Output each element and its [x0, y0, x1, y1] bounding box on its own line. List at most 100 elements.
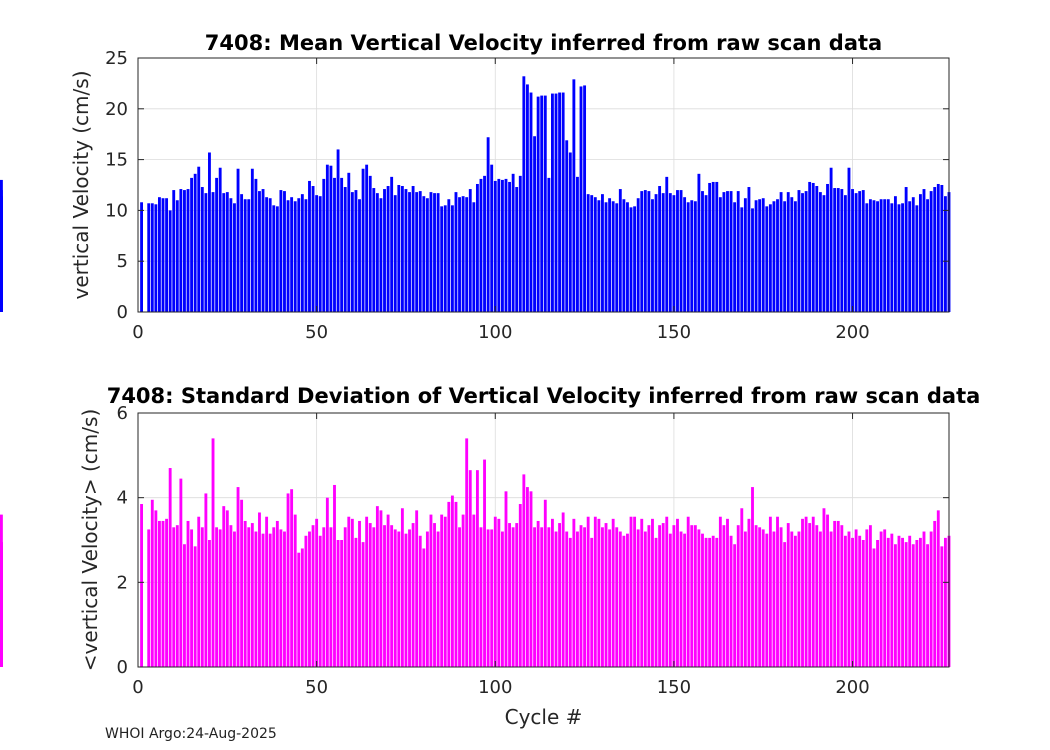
- bar-cycle-13[interactable]: [183, 190, 186, 312]
- bar-cycle-138[interactable]: [629, 207, 633, 312]
- bar-cycle-57[interactable]: [340, 540, 344, 667]
- bar-cycle-46[interactable]: [300, 194, 304, 312]
- bar-cycle-55[interactable]: [333, 484, 336, 667]
- bar-cycle-1[interactable]: [140, 202, 143, 312]
- bar-cycle-58[interactable]: [343, 187, 347, 312]
- bar-cycle-218[interactable]: [915, 205, 919, 312]
- bar-cycle-7[interactable]: [161, 520, 165, 667]
- bar-cycle-28[interactable]: [236, 487, 240, 667]
- bar-cycle-149[interactable]: [668, 193, 672, 312]
- bar-cycle-127[interactable]: [590, 195, 594, 312]
- bar-cycle-49[interactable]: [311, 525, 315, 667]
- bar-cycle-15[interactable]: [190, 177, 194, 312]
- bar-cycle-26[interactable]: [229, 525, 233, 667]
- bar-cycle-216[interactable]: [908, 201, 912, 312]
- bar-cycle-197[interactable]: [840, 525, 844, 667]
- bar-cycle-11[interactable]: [175, 200, 179, 312]
- bar-cycle-106[interactable]: [515, 187, 519, 312]
- bar-cycle-69[interactable]: [383, 525, 386, 667]
- bar-cycle-144[interactable]: [651, 518, 654, 667]
- bar-cycle-131[interactable]: [604, 523, 608, 667]
- bar-cycle-188[interactable]: [808, 181, 812, 312]
- bar-cycle-61[interactable]: [354, 537, 358, 667]
- bar-cycle-78[interactable]: [415, 192, 419, 312]
- bar-cycle-162[interactable]: [715, 537, 719, 667]
- bar-cycle-16[interactable]: [193, 546, 197, 667]
- bar-cycle-185[interactable]: [797, 190, 801, 312]
- bar-cycle-220[interactable]: [922, 189, 926, 312]
- bar-cycle-222[interactable]: [929, 531, 933, 667]
- bar-cycle-60[interactable]: [350, 192, 354, 312]
- bar-cycle-164[interactable]: [722, 192, 726, 312]
- bar-cycle-13[interactable]: [183, 544, 186, 667]
- bar-cycle-121[interactable]: [568, 152, 572, 312]
- bar-cycle-207[interactable]: [876, 201, 879, 312]
- bar-cycle-184[interactable]: [793, 535, 797, 667]
- bar-cycle-111[interactable]: [533, 136, 536, 312]
- bar-cycle-152[interactable]: [679, 531, 683, 667]
- bar-cycle-131[interactable]: [604, 202, 608, 312]
- bar-cycle-169[interactable]: [740, 207, 744, 312]
- bar-cycle-40[interactable]: [279, 529, 283, 667]
- bar-cycle-142[interactable]: [643, 531, 647, 667]
- bar-cycle-54[interactable]: [329, 165, 333, 312]
- bar-cycle-133[interactable]: [611, 201, 615, 312]
- bar-cycle-82[interactable]: [429, 192, 433, 312]
- bar-cycle-148[interactable]: [665, 516, 669, 667]
- bar-cycle-27[interactable]: [233, 531, 236, 667]
- bar-cycle-195[interactable]: [833, 188, 837, 312]
- bar-cycle-213[interactable]: [897, 535, 901, 667]
- bar-cycle-71[interactable]: [390, 525, 394, 667]
- bar-cycle-89[interactable]: [454, 501, 458, 667]
- bar-cycle-145[interactable]: [654, 537, 658, 667]
- bar-cycle-18[interactable]: [200, 527, 204, 667]
- bar-cycle-92[interactable]: [465, 438, 469, 667]
- bar-cycle-9[interactable]: [168, 468, 172, 667]
- bar-cycle-22[interactable]: [215, 177, 219, 312]
- bar-cycle-32[interactable]: [250, 523, 254, 667]
- bar-cycle-189[interactable]: [811, 182, 815, 312]
- bar-cycle-83[interactable]: [433, 193, 436, 312]
- bar-cycle-196[interactable]: [836, 188, 840, 312]
- bar-cycle-177[interactable]: [768, 204, 772, 312]
- bar-cycle-25[interactable]: [225, 510, 229, 667]
- bar-cycle-26[interactable]: [229, 198, 233, 312]
- bar-cycle-35[interactable]: [261, 533, 265, 667]
- bar-cycle-180[interactable]: [779, 527, 783, 667]
- bar-cycle-191[interactable]: [818, 531, 822, 667]
- bar-cycle-225[interactable]: [940, 546, 944, 667]
- bar-cycle-210[interactable]: [886, 537, 890, 667]
- bar-cycle-223[interactable]: [933, 520, 937, 667]
- bar-cycle-103[interactable]: [504, 178, 508, 312]
- bar-cycle-221[interactable]: [926, 199, 929, 312]
- bar-cycle-64[interactable]: [365, 164, 369, 312]
- bar-cycle-99[interactable]: [490, 164, 494, 312]
- bar-cycle-222[interactable]: [929, 191, 933, 312]
- bar-cycle-109[interactable]: [525, 84, 529, 312]
- bar-cycle-91[interactable]: [461, 514, 465, 667]
- bar-cycle-162[interactable]: [715, 181, 719, 312]
- bar-cycle-107[interactable]: [518, 504, 522, 667]
- bar-cycle-200[interactable]: [851, 189, 854, 312]
- bar-cycle-16[interactable]: [193, 173, 197, 312]
- bar-cycle-193[interactable]: [826, 183, 829, 312]
- bar-cycle-181[interactable]: [783, 201, 787, 312]
- bar-cycle-166[interactable]: [729, 191, 733, 312]
- bar-cycle-209[interactable]: [883, 529, 887, 667]
- bar-cycle-182[interactable]: [786, 192, 790, 312]
- bar-cycle-151[interactable]: [676, 190, 679, 312]
- bar-cycle-107[interactable]: [518, 175, 522, 312]
- bar-cycle-4[interactable]: [150, 203, 154, 312]
- bar-cycle-98[interactable]: [486, 529, 490, 667]
- bar-cycle-12[interactable]: [179, 478, 183, 667]
- bar-cycle-172[interactable]: [751, 487, 754, 667]
- bar-cycle-159[interactable]: [704, 537, 708, 667]
- bar-cycle-105[interactable]: [511, 173, 515, 312]
- bar-cycle-201[interactable]: [854, 529, 858, 667]
- bar-cycle-91[interactable]: [461, 196, 465, 312]
- bar-cycle-179[interactable]: [776, 516, 779, 667]
- bar-cycle-8[interactable]: [165, 518, 169, 667]
- bar-cycle-108[interactable]: [522, 76, 526, 312]
- bar-cycle-122[interactable]: [572, 518, 576, 667]
- bar-cycle-115[interactable]: [547, 527, 551, 667]
